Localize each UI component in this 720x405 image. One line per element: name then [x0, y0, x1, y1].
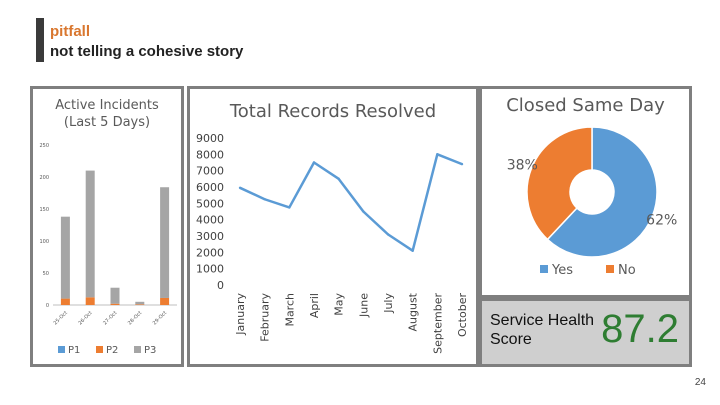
records-point	[362, 210, 365, 213]
x-tick-label: July	[382, 293, 395, 314]
x-tick-label: 28-Oct	[127, 310, 143, 326]
y-tick-label: 2000	[196, 246, 224, 259]
records-point	[238, 186, 242, 190]
x-tick-label: October	[456, 293, 469, 337]
x-tick-label: April	[308, 293, 321, 318]
y-tick-label: 3000	[196, 230, 224, 243]
slice-no	[526, 126, 593, 241]
y-tick-label: 9000	[196, 132, 224, 145]
y-tick-label: 200	[39, 175, 49, 181]
records-resolved-panel: Total Records Resolved 0 1000 2000 3000 4000…	[187, 86, 479, 367]
legend-label-yes: Yes	[551, 263, 573, 278]
slice-label-yes: 62%	[646, 213, 677, 229]
legend-swatch-p2	[96, 346, 103, 353]
legend-label-no: No	[618, 263, 636, 278]
records-point	[460, 162, 464, 166]
legend-swatch-p1	[58, 346, 65, 353]
health-score-value: 87.2	[601, 307, 679, 351]
legend-swatch-p3	[134, 346, 141, 353]
records-point	[263, 198, 266, 201]
records-point	[337, 177, 340, 181]
active-incidents-panel: Active Incidents (Last 5 Days) 0 50 100 150…	[30, 86, 184, 367]
x-tick-label: 29-Oct	[152, 310, 168, 326]
y-tick-label: 0	[46, 303, 49, 309]
x-tick-label: 25-Oct	[53, 310, 69, 326]
title-accent-bar	[36, 18, 44, 62]
y-tick-label: 100	[39, 239, 49, 245]
y-tick-label: 7000	[196, 165, 224, 178]
bar-p2	[110, 303, 120, 305]
legend-swatch-yes	[540, 265, 548, 273]
slice-yes	[546, 126, 658, 258]
bar-p3	[135, 301, 145, 305]
x-tick-label: September	[431, 293, 444, 354]
x-tick-label: February	[259, 293, 272, 342]
records-series-line	[239, 153, 463, 252]
records-point	[288, 206, 291, 209]
bar-p2	[160, 297, 170, 305]
bar-p3	[160, 187, 170, 298]
x-tick-label: August	[407, 292, 420, 331]
records-resolved-chart: 0 1000 2000 3000 4000 5000 6000 7000 8000 9000 Jan…	[196, 132, 469, 354]
x-tick-label: January	[234, 293, 247, 336]
bar-p2	[135, 304, 145, 305]
bar-p3	[60, 216, 70, 299]
slice-label-no: 38%	[507, 157, 538, 173]
closed-same-day-panel: Closed Same Day 62% 38% Yes No	[479, 86, 692, 298]
active-incidents-title: Active Incidents (Last 5 Days)	[55, 98, 159, 130]
records-point	[411, 249, 414, 252]
y-tick-label: 8000	[196, 148, 224, 161]
x-tick-label: 26-Oct	[77, 310, 93, 326]
records-resolved-title: Total Records Resolved	[229, 101, 437, 122]
bar-p3	[85, 170, 95, 298]
y-tick-label: 5000	[196, 197, 224, 210]
health-score-label: Service Health Score	[490, 312, 595, 348]
y-tick-label: 250	[39, 143, 49, 149]
y-tick-label: 150	[39, 207, 49, 213]
health-score-panel: Service Health Score 87.2	[479, 298, 692, 367]
legend-label-p3: P3	[144, 345, 156, 356]
legend-label-p1: P1	[68, 345, 80, 356]
x-tick-label: June	[357, 293, 370, 318]
legend-swatch-no	[606, 265, 614, 273]
legend-label-p2: P2	[106, 345, 118, 356]
slide-title: pitfall	[50, 23, 90, 40]
closed-same-day-title: Closed Same Day	[506, 95, 665, 116]
y-tick-label: 0	[217, 279, 224, 292]
y-tick-label: 50	[43, 271, 49, 277]
y-tick-label: 4000	[196, 214, 224, 227]
y-tick-label: 6000	[196, 181, 224, 194]
records-point	[312, 161, 316, 164]
bar-p2	[60, 298, 70, 305]
active-incidents-chart: 0 50 100 150 200 250 25-Oct 26-Oct 27-Oct 28-Oct 2…	[39, 143, 177, 356]
x-tick-label: May	[333, 293, 346, 316]
bar-p3	[110, 287, 120, 304]
page-number: 24	[694, 377, 706, 388]
x-tick-label: March	[283, 293, 296, 327]
records-point	[386, 233, 390, 236]
y-tick-label: 1000	[196, 263, 224, 276]
slide-subtitle: not telling a cohesive story	[50, 43, 244, 60]
bar-p2	[85, 297, 95, 305]
x-tick-label: 27-Oct	[102, 310, 118, 326]
closed-same-day-chart: 62% 38% Yes No	[507, 126, 677, 278]
records-point	[436, 153, 439, 156]
